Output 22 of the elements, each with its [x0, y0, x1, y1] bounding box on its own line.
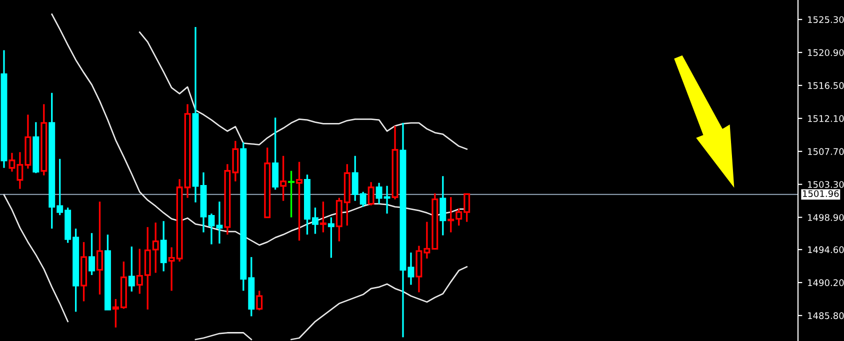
ref-line-label: 1501.96: [802, 190, 839, 198]
line-series: [138, 32, 468, 150]
candlestick: [96, 200, 103, 296]
candlestick: [256, 290, 263, 312]
y-tick-label: 1485.80: [808, 312, 844, 320]
y-tick-label: 1525.30: [808, 16, 844, 24]
candlestick: [320, 200, 326, 234]
candlestick: [368, 181, 374, 206]
candlestick: [440, 175, 446, 236]
candlestick: [88, 232, 95, 276]
y-tick-label: 1507.70: [808, 148, 844, 155]
y-tick-label: 1498.90: [808, 214, 844, 221]
candlestick: [328, 216, 334, 259]
y-tick-label: 1494.60: [808, 246, 844, 254]
y-tick-label: 1490.20: [808, 279, 844, 286]
candlestick: [128, 246, 135, 292]
candlestick: [160, 220, 167, 272]
y-tick-label: 1503.30: [808, 181, 844, 188]
y-tick-label: 1512.10: [808, 115, 844, 122]
y-tick-label: 1520.90: [808, 49, 844, 56]
y-tick-label: 1516.50: [808, 82, 844, 89]
candlestick: [272, 116, 279, 190]
